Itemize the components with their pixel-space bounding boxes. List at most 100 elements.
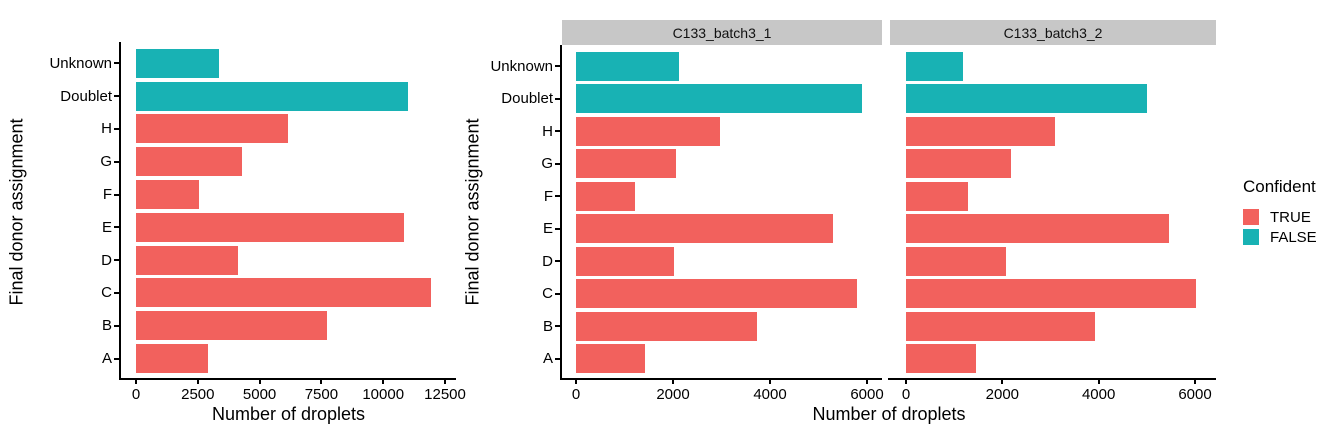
bar-overall-doublet	[136, 81, 408, 111]
x-tick-label-4000: 4000	[753, 386, 787, 403]
bar-row-b: B	[102, 309, 456, 342]
bar-overall-b	[136, 311, 328, 341]
y-tick-mark	[555, 325, 560, 328]
bar-row-doublet: Doublet	[60, 80, 456, 113]
facet-y-axis-title: Final donor assignment	[462, 118, 483, 306]
y-tick-mark	[555, 292, 560, 295]
y-tick-label-h: H	[542, 122, 553, 140]
bar-facet-1-unknown	[576, 51, 679, 81]
bar-row-b	[890, 310, 1216, 343]
y-tick-mark	[555, 97, 560, 100]
facet-panel-2: 0 2000 4000 6000	[888, 45, 1216, 403]
facet-1-y-axis-line	[560, 45, 562, 380]
x-tick-label-0: 0	[571, 386, 581, 403]
x-tick-label-5000: 5000	[242, 386, 277, 403]
x-tick-mark	[320, 378, 323, 384]
bar-facet-1-doublet	[576, 84, 863, 114]
y-tick-label-a: A	[101, 350, 112, 368]
x-tick-label-10000: 10000	[362, 386, 405, 403]
y-tick-label-doublet: Doublet	[501, 90, 553, 108]
bar-row-h	[890, 115, 1216, 148]
legend-label-true: TRUE	[1270, 208, 1311, 226]
bar-row-a: A	[102, 342, 456, 375]
y-tick-mark	[114, 226, 119, 229]
bar-overall-e	[136, 212, 404, 242]
x-tick-label-2500: 2500	[181, 386, 215, 403]
x-tick-mark	[905, 378, 907, 384]
y-tick-mark	[114, 324, 119, 327]
left-y-axis-title: Final donor assignment	[6, 118, 27, 306]
bar-facet-1-g	[576, 149, 676, 179]
bar-row-unknown	[890, 50, 1216, 83]
left-plot-panel: Unknown Doublet H G F E D C B A 0 2500 5000 7500 10000…	[49, 42, 466, 403]
y-tick-label-g: G	[541, 155, 553, 173]
x-tick-mark	[444, 378, 446, 384]
facet-strip-2: C133_batch3_2	[890, 20, 1216, 45]
x-tick-label-2000: 2000	[656, 386, 690, 403]
y-tick-label-unknown: Unknown	[49, 54, 112, 72]
x-tick-mark	[196, 378, 199, 384]
bar-row-c	[890, 278, 1216, 311]
bar-row-d: D	[542, 245, 882, 278]
legend: Confident TRUE FALSE	[1243, 177, 1317, 247]
x-tick-label-2000: 2000	[985, 386, 1020, 403]
bar-row-d: D	[101, 244, 456, 277]
bar-overall-g	[136, 147, 243, 177]
facet-strip-1-label: C133_batch3_1	[672, 24, 772, 41]
legend-label-false: FALSE	[1270, 228, 1317, 246]
y-tick-mark	[555, 162, 560, 165]
y-tick-mark	[555, 260, 560, 263]
y-tick-label-unknown: Unknown	[490, 57, 553, 75]
bar-facet-1-c	[576, 279, 858, 309]
x-tick-label-0: 0	[901, 386, 911, 403]
bar-row-g: G	[541, 148, 882, 181]
y-tick-label-f: F	[543, 187, 553, 205]
y-tick-label-e: E	[101, 218, 112, 236]
x-tick-mark	[382, 378, 385, 384]
bar-row-h: H	[542, 115, 882, 148]
y-tick-label-f: F	[102, 186, 112, 204]
y-tick-label-d: D	[101, 251, 112, 269]
bar-overall-f	[136, 180, 200, 210]
x-tick-mark	[1194, 378, 1196, 384]
x-tick-label-6000: 6000	[1178, 386, 1212, 403]
bar-row-g	[890, 148, 1216, 181]
y-tick-mark	[555, 65, 560, 68]
x-tick-mark	[135, 378, 137, 384]
bar-facet-2-h	[906, 116, 1056, 146]
y-tick-mark	[555, 357, 560, 360]
bar-row-a	[890, 343, 1216, 376]
x-tick-mark	[258, 378, 261, 384]
bar-facet-2-c	[906, 279, 1196, 309]
bar-overall-d	[136, 245, 239, 275]
y-tick-mark	[555, 227, 560, 230]
left-y-axis-line	[119, 42, 121, 380]
y-tick-mark	[114, 259, 119, 262]
bar-facet-2-d	[906, 246, 1007, 276]
x-tick-mark	[1097, 378, 1100, 384]
bar-row-c: C	[101, 277, 456, 310]
bar-row-d	[890, 245, 1216, 278]
y-tick-mark	[114, 127, 119, 130]
y-tick-mark	[114, 62, 119, 65]
bar-row-f	[890, 180, 1216, 213]
x-tick-mark	[1001, 378, 1004, 384]
y-tick-label-c: C	[542, 285, 553, 303]
bar-overall-c	[136, 278, 431, 308]
bar-row-doublet: Doublet	[501, 83, 882, 116]
y-tick-mark	[555, 130, 560, 133]
legend-title: Confident	[1243, 177, 1316, 196]
bar-row-a: A	[543, 343, 882, 376]
x-tick-mark	[575, 378, 577, 384]
x-tick-mark	[769, 378, 771, 384]
bar-facet-1-a	[576, 344, 645, 374]
bar-row-e	[890, 213, 1216, 246]
bar-facet-2-unknown	[906, 51, 964, 81]
x-tick-label-6000: 6000	[850, 386, 884, 403]
bar-overall-unknown	[136, 48, 219, 78]
facet-1-x-axis-line	[560, 378, 882, 380]
y-tick-label-h: H	[101, 120, 112, 138]
bar-facet-1-b	[576, 311, 757, 341]
legend-item-true: TRUE	[1243, 207, 1317, 227]
bar-row-f: F	[103, 178, 456, 211]
